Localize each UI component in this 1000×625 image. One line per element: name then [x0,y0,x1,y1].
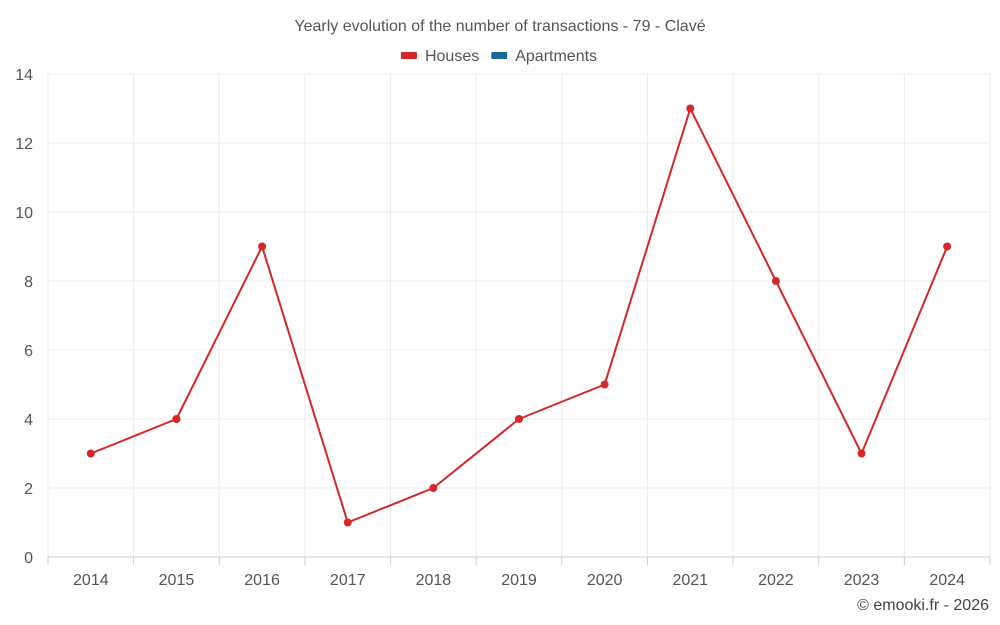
legend-swatch-apartments [491,52,508,59]
legend-swatch-houses [400,52,417,59]
data-point[interactable] [943,242,952,251]
gridlines [47,73,991,557]
x-tick-label: 2015 [159,572,195,589]
y-tick-label: 10 [15,205,33,222]
data-point[interactable] [429,484,438,492]
x-tick-label: 2023 [844,572,880,589]
y-tick-label: 8 [24,274,33,291]
data-point[interactable] [258,242,267,251]
series-group [86,104,952,527]
data-point[interactable] [771,277,780,285]
y-tick-label: 6 [24,343,33,360]
axes [47,556,991,565]
data-point[interactable] [172,415,181,423]
x-tick-label: 2021 [672,572,708,589]
data-point[interactable] [600,380,609,389]
credit-text: © emooki.fr - 2026 [857,597,989,614]
y-tick-label: 0 [24,550,33,567]
x-tick-label: 2018 [416,572,452,589]
y-tick-label: 14 [15,67,33,84]
x-tick-label: 2019 [501,572,537,589]
legend-label-apartments[interactable]: Apartments [515,48,597,65]
y-tick-label: 4 [24,412,33,429]
data-point[interactable] [857,449,866,458]
x-tick-label: 2022 [758,572,794,589]
data-point[interactable] [86,449,95,458]
y-tick-label: 2 [24,481,33,498]
x-tick-label: 2020 [587,572,623,589]
x-tick-label: 2024 [929,572,965,589]
x-tick-label: 2017 [330,572,366,589]
x-tick-label: 2014 [73,572,109,589]
data-point[interactable] [515,415,523,423]
x-tick-label: 2016 [244,572,280,589]
x-axis-ticks: 2014 2015 2016 2017 2018 2019 2020 2021 2022 2023… [73,572,965,589]
legend: Houses Apartments [400,48,597,65]
y-axis-ticks: 0 2 4 6 8 10 12 14 [15,67,33,567]
y-tick-label: 12 [15,136,33,153]
chart-title: Yearly evolution of the number of transa… [294,18,705,35]
legend-label-houses[interactable]: Houses [425,48,479,65]
data-point[interactable] [686,104,695,113]
data-point[interactable] [343,518,352,527]
